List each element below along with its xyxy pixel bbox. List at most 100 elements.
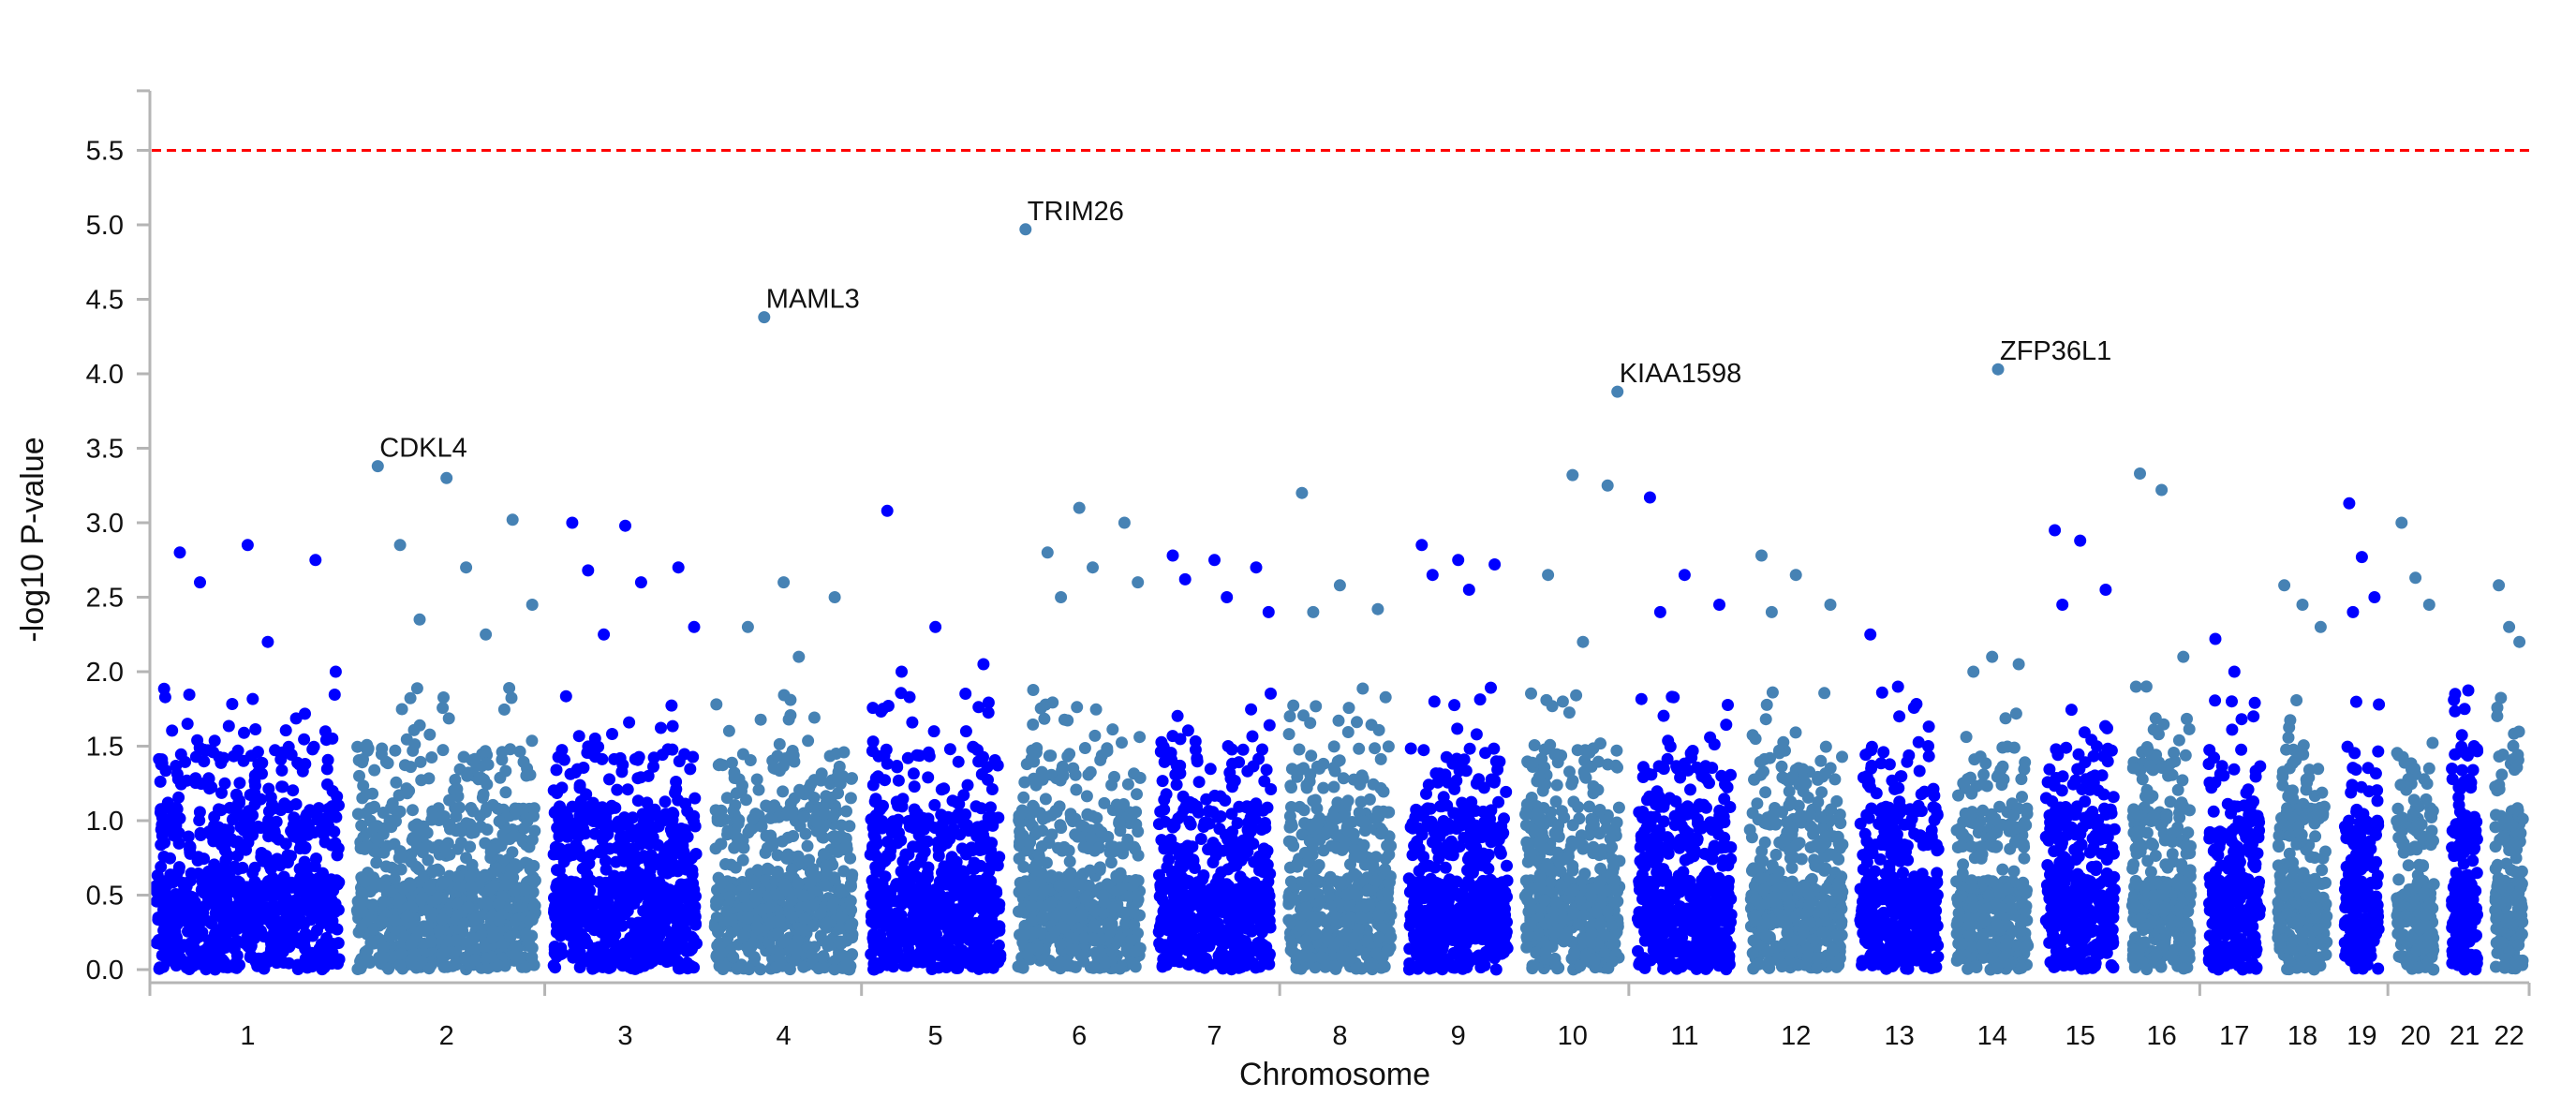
- data-point: [611, 783, 624, 796]
- data-point: [963, 875, 976, 888]
- data-point: [618, 838, 631, 852]
- data-point: [468, 752, 481, 765]
- data-point: [509, 949, 522, 962]
- data-point: [157, 851, 170, 863]
- peak-point: [329, 665, 342, 678]
- data-point: [1239, 959, 1252, 972]
- data-point: [907, 840, 920, 853]
- data-point: [917, 879, 930, 892]
- data-point: [1063, 855, 1076, 868]
- data-point: [709, 804, 722, 817]
- data-point: [927, 725, 940, 738]
- data-point: [976, 957, 989, 971]
- data-point: [892, 774, 905, 787]
- data-point: [1244, 890, 1257, 903]
- data-point: [891, 760, 903, 772]
- data-point: [769, 763, 781, 775]
- data-point: [749, 891, 762, 904]
- data-point: [1065, 913, 1078, 926]
- data-point: [231, 875, 244, 888]
- data-point: [896, 854, 910, 867]
- data-point: [846, 868, 859, 882]
- data-point: [887, 815, 899, 828]
- data-point: [736, 748, 749, 761]
- data-point: [191, 854, 204, 867]
- data-point: [572, 730, 585, 743]
- data-point: [185, 867, 198, 880]
- data-point: [1044, 749, 1058, 763]
- data-point: [666, 743, 679, 756]
- data-point: [844, 920, 857, 933]
- chromosome-3-points: [547, 516, 703, 975]
- data-point: [155, 949, 169, 962]
- data-point: [551, 877, 564, 890]
- data-point: [1221, 740, 1235, 752]
- data-point: [422, 772, 436, 785]
- data-point: [1082, 768, 1095, 781]
- data-point: [1113, 817, 1126, 830]
- data-point: [631, 772, 644, 785]
- data-point: [721, 824, 734, 838]
- data-point: [1114, 962, 1127, 975]
- data-point: [194, 930, 206, 942]
- data-point: [754, 713, 767, 726]
- data-point: [483, 883, 496, 897]
- data-point: [172, 837, 185, 850]
- data-point: [298, 935, 311, 948]
- data-point: [1159, 939, 1172, 952]
- data-point: [1088, 729, 1102, 742]
- data-point: [712, 893, 725, 905]
- data-point: [579, 802, 592, 815]
- data-point: [173, 812, 186, 825]
- data-point: [323, 823, 335, 836]
- data-point: [298, 816, 311, 829]
- data-point: [262, 830, 275, 843]
- data-point: [1084, 864, 1097, 877]
- peak-point: [792, 650, 806, 663]
- chromosome-5-points: [864, 504, 1007, 976]
- data-point: [935, 826, 948, 839]
- data-point: [1126, 957, 1139, 970]
- data-point: [629, 865, 643, 877]
- data-point: [356, 792, 369, 805]
- data-point: [909, 891, 922, 904]
- data-point: [437, 744, 450, 757]
- data-point: [606, 880, 619, 893]
- data-point: [581, 937, 594, 950]
- data-point: [966, 960, 979, 973]
- data-point: [325, 957, 338, 970]
- peak-point: [1041, 546, 1054, 559]
- peak-point: [309, 554, 322, 567]
- data-point: [736, 779, 748, 792]
- data-point: [564, 767, 577, 780]
- data-point: [452, 870, 465, 882]
- data-point: [844, 895, 857, 908]
- data-point: [720, 905, 733, 917]
- data-point: [1070, 783, 1083, 796]
- data-point: [352, 926, 365, 939]
- data-point: [480, 897, 493, 910]
- data-point: [225, 833, 238, 846]
- data-point: [422, 853, 435, 867]
- data-point: [1188, 935, 1201, 948]
- data-point: [1177, 790, 1190, 803]
- data-point: [968, 856, 981, 869]
- data-point: [713, 959, 726, 972]
- data-point: [923, 749, 936, 763]
- data-point: [1033, 807, 1046, 820]
- data-point: [305, 904, 318, 917]
- data-point: [249, 723, 262, 735]
- data-point: [1204, 763, 1217, 776]
- data-point: [787, 830, 800, 842]
- data-point: [1159, 882, 1172, 896]
- data-point: [897, 959, 910, 972]
- data-point: [1055, 921, 1068, 934]
- data-point: [672, 839, 685, 853]
- data-point: [1245, 703, 1258, 716]
- data-point: [443, 793, 456, 807]
- data-point: [1105, 917, 1118, 930]
- data-point: [666, 719, 679, 733]
- data-point: [917, 911, 930, 924]
- data-point: [715, 946, 728, 959]
